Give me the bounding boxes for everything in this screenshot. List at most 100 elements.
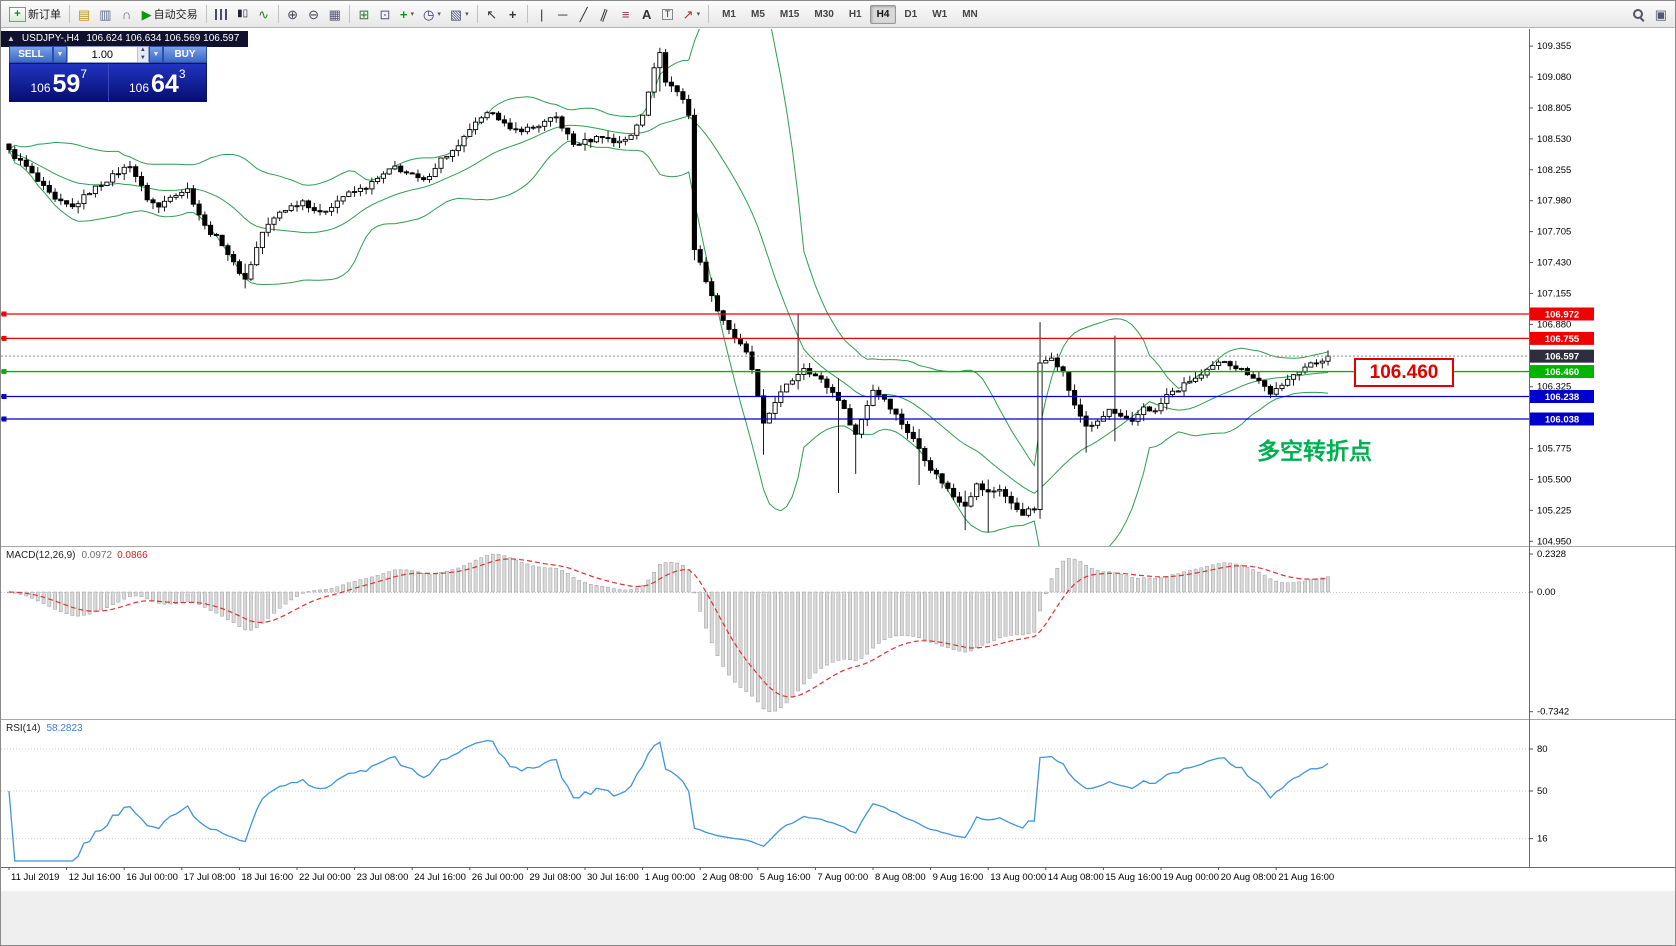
spinner-down-icon[interactable]: ▼ — [137, 54, 148, 62]
level-handle[interactable] — [1, 369, 7, 375]
timeframe-m15-button[interactable]: M15 — [773, 5, 806, 24]
zoom-out-button[interactable]: ⊖ — [304, 3, 324, 25]
level-handle[interactable] — [1, 394, 7, 400]
grid-button[interactable]: ▦ — [325, 3, 345, 25]
line-chart-icon: ∿ — [258, 6, 270, 22]
chart-canvas[interactable]: 109.355 109.080 108.805 108.530 108.255 107.9… — [1, 29, 1676, 946]
rsi-name: RSI(14) — [6, 723, 41, 734]
text-tool[interactable]: A — [637, 3, 657, 25]
toolbar-right-group: ▣ — [1628, 3, 1671, 25]
trendline-tool[interactable]: ╱ — [574, 3, 594, 25]
autotrading-button[interactable]: ▶ 自动交易 — [138, 3, 202, 25]
timeframe-group: M1 M5 M15 M30 H1 H4 D1 W1 MN — [715, 4, 985, 24]
tile-windows-icon: ⊡ — [379, 6, 391, 22]
level-price-badge-text: 106.238 — [1545, 392, 1579, 403]
navigator-button[interactable]: ∩ — [117, 3, 137, 25]
buy-dropdown-icon[interactable]: ▼ — [149, 46, 163, 63]
zoom-in-button[interactable]: ⊕ — [283, 3, 303, 25]
macd-axis-tick: 0.00 — [1537, 587, 1556, 598]
line-chart-button[interactable]: ∿ — [254, 3, 274, 25]
price-axis-tick: 108.255 — [1537, 165, 1571, 176]
cursor-button[interactable]: ↖ — [482, 3, 502, 25]
auto-arrange-icon: ⊞ — [358, 6, 370, 22]
panels-button[interactable]: ▣ — [1651, 3, 1671, 25]
candlestick-chart-button[interactable]: ▮▯ — [233, 3, 253, 25]
timeframe-mn-button[interactable]: MN — [955, 5, 985, 24]
buy-button[interactable]: BUY — [163, 46, 207, 63]
clock-icon: ◷ — [423, 6, 435, 22]
timeframe-h1-button[interactable]: H1 — [842, 5, 869, 24]
lot-size-input[interactable] — [68, 47, 137, 62]
level-handle[interactable] — [1, 311, 7, 317]
indicators-button[interactable]: + ▾ — [396, 3, 418, 25]
data-window-button[interactable]: ▥ — [95, 3, 115, 25]
ask-price-group: 106 — [128, 81, 150, 95]
price-annotation-box[interactable]: 106.460 — [1354, 358, 1454, 387]
tile-windows-button[interactable]: ⊡ — [375, 3, 395, 25]
bar-chart-button[interactable] — [211, 3, 232, 25]
zoom-out-icon: ⊖ — [308, 6, 320, 22]
fibonacci-tool[interactable]: ≡ — [616, 3, 636, 25]
candlesticks — [6, 47, 1331, 533]
new-order-button[interactable]: + 新订单 — [5, 3, 65, 25]
level-price-badge-text: 106.972 — [1545, 310, 1579, 321]
bid-ask-panel: 106 59 7 106 64 3 — [9, 63, 207, 102]
timeframe-m30-button[interactable]: M30 — [807, 5, 840, 24]
timeframe-m1-button[interactable]: M1 — [715, 5, 743, 24]
spinner-up-icon[interactable]: ▲ — [137, 47, 148, 55]
market-watch-button[interactable]: ▤ — [74, 3, 94, 25]
rsi-label: RSI(14) 58.2823 — [6, 723, 83, 734]
bar-chart-icon — [214, 8, 228, 20]
search-button[interactable] — [1628, 3, 1649, 25]
ask-price[interactable]: 106 64 3 — [109, 64, 207, 101]
macd-signal-line — [8, 558, 1329, 698]
market-watch-icon: ▤ — [78, 6, 91, 22]
collapse-panel-icon[interactable]: ▲ — [7, 34, 15, 43]
periods-button[interactable]: ◷ ▾ — [419, 3, 445, 25]
bid-price[interactable]: 106 59 7 — [10, 64, 109, 101]
channel-icon: ∥ — [599, 5, 611, 23]
bid-price-pip: 7 — [80, 67, 88, 81]
toolbar-separator — [708, 5, 710, 23]
level-price-badge-text: 106.460 — [1545, 367, 1579, 378]
level-price-badge — [1530, 307, 1594, 321]
grid-icon: ▦ — [328, 6, 341, 22]
toolbar-separator — [348, 5, 350, 23]
price-axis-tick: 107.980 — [1537, 196, 1571, 207]
ask-price-pip: 3 — [178, 67, 186, 81]
price-axis-tick: 107.155 — [1537, 288, 1571, 299]
timeframe-h4-button[interactable]: H4 — [869, 4, 897, 24]
level-handle[interactable] — [1, 416, 7, 422]
channel-tool[interactable]: ∥ — [595, 3, 615, 25]
rsi-axis-tick: 80 — [1537, 744, 1548, 755]
trend-annotation-text[interactable]: 多空转折点 — [1257, 438, 1372, 464]
sell-button[interactable]: SELL — [9, 46, 53, 63]
time-axis-label: 29 Jul 08:00 — [529, 872, 581, 883]
price-axis-tick: 108.530 — [1537, 134, 1571, 145]
chart-title-bar: ▲ USDJPY-,H4 106.624 106.634 106.569 106… — [1, 31, 249, 47]
vertical-line-icon: | — [539, 6, 544, 22]
crosshair-button[interactable]: + — [503, 3, 523, 25]
time-axis-label: 5 Aug 16:00 — [760, 872, 811, 883]
level-handle[interactable] — [1, 335, 7, 341]
time-axis-label: 20 Aug 08:00 — [1221, 872, 1277, 883]
price-axis-tick: 105.500 — [1537, 474, 1571, 485]
label-tool[interactable]: T — [658, 3, 678, 25]
price-axis-tick: 109.355 — [1537, 41, 1571, 52]
sell-dropdown-icon[interactable]: ▼ — [53, 46, 67, 63]
vertical-line-tool[interactable]: | — [532, 3, 552, 25]
timeframe-d1-button[interactable]: D1 — [897, 5, 924, 24]
price-axis-tick: 104.950 — [1537, 536, 1571, 547]
ask-price-big: 64 — [151, 70, 179, 98]
bid-price-big: 59 — [52, 70, 81, 98]
horizontal-line-tool[interactable]: ─ — [553, 3, 573, 25]
auto-arrange-button[interactable]: ⊞ — [354, 3, 374, 25]
lot-spinner[interactable]: ▲ ▼ — [136, 47, 148, 62]
arrows-tool[interactable]: ↗ ▾ — [679, 3, 704, 25]
macd-label: MACD(12,26,9) 0.0972 0.0866 — [6, 550, 148, 561]
timeframe-w1-button[interactable]: W1 — [925, 5, 954, 24]
chart-area[interactable]: 109.355 109.080 108.805 108.530 108.255 107.9… — [1, 29, 1676, 946]
current-price-badge — [1530, 349, 1594, 363]
templates-button[interactable]: ▧ ▾ — [446, 3, 473, 25]
timeframe-m5-button[interactable]: M5 — [744, 5, 772, 24]
